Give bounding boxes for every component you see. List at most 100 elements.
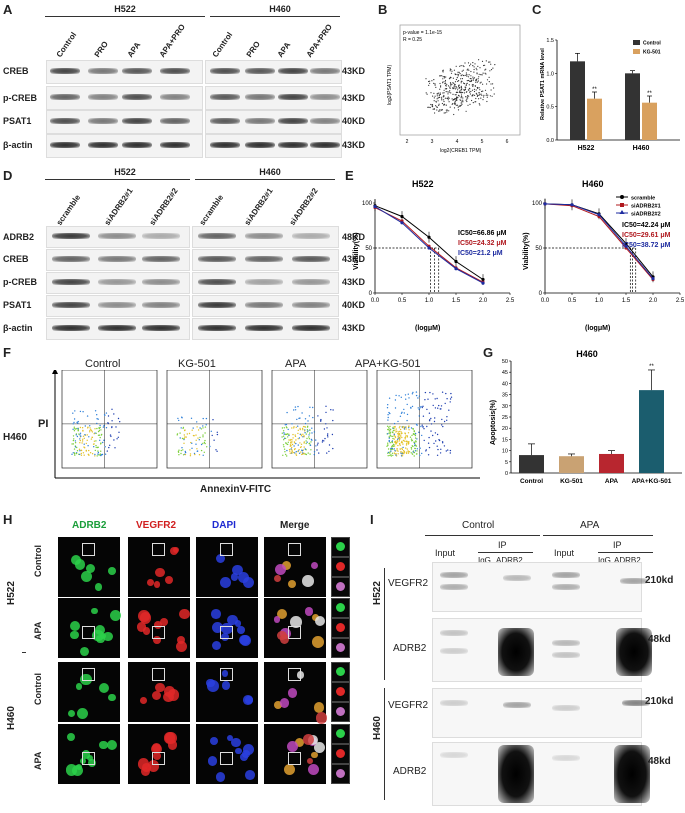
scatter-point xyxy=(435,100,437,102)
flow-event xyxy=(191,429,193,431)
flow-event xyxy=(309,444,312,446)
flow-event xyxy=(113,439,115,441)
cell-spot xyxy=(215,772,226,782)
scatter-point xyxy=(448,91,450,93)
flow-event xyxy=(312,416,314,419)
scatter-point xyxy=(431,104,433,106)
scatter-point xyxy=(486,83,488,85)
flow-event xyxy=(328,450,330,453)
flow-event xyxy=(386,407,389,409)
scatter-point xyxy=(462,101,464,103)
inset-cell xyxy=(336,603,345,612)
flow-event xyxy=(79,410,82,413)
flow-event xyxy=(297,438,299,440)
tick-label: 100 xyxy=(532,201,543,207)
scatter-point xyxy=(444,97,446,99)
flow-event xyxy=(79,434,81,436)
flow-event xyxy=(405,428,407,430)
scatter-point xyxy=(492,67,494,69)
flow-event xyxy=(75,427,77,430)
flow-event xyxy=(449,398,452,400)
flow-event xyxy=(305,440,307,442)
cell-spot xyxy=(234,620,242,627)
tick-label: 1.0 xyxy=(425,298,434,304)
flow-event xyxy=(96,422,98,425)
flow-event xyxy=(294,406,297,408)
flow-event xyxy=(72,423,74,425)
scatter-point xyxy=(459,90,461,92)
flow-event xyxy=(186,433,188,435)
flow-event xyxy=(388,430,390,432)
scatter-point xyxy=(438,96,441,98)
scatter-point xyxy=(433,92,435,94)
flow-event xyxy=(427,398,429,400)
flow-event xyxy=(215,449,217,451)
flow-event xyxy=(397,441,399,443)
flow-event xyxy=(73,430,76,432)
flow-event xyxy=(412,433,415,435)
scatter-point xyxy=(457,80,459,82)
igg-label: IgG xyxy=(478,556,491,565)
scatter-point xyxy=(472,79,474,81)
flow-event xyxy=(85,449,87,452)
flow-event xyxy=(107,422,109,424)
flow-event xyxy=(107,415,110,417)
flow-event xyxy=(96,427,98,430)
legend-entry: Control xyxy=(643,41,661,47)
flow-event xyxy=(416,453,418,455)
flow-event xyxy=(321,441,324,443)
scatter-point xyxy=(485,73,487,75)
flow-event xyxy=(74,410,76,412)
flow-event xyxy=(437,407,439,409)
blot-band xyxy=(245,325,283,331)
panel-letter-b: B xyxy=(378,2,388,17)
blot-band xyxy=(310,118,340,124)
scatter-point xyxy=(443,89,445,91)
flow-event xyxy=(288,448,291,451)
cell-spot xyxy=(242,577,254,589)
scatter-point xyxy=(454,84,456,86)
flow-event xyxy=(401,436,403,439)
channel-label: ADRB2 xyxy=(72,520,107,531)
flow-event xyxy=(290,448,292,450)
cell-spot xyxy=(79,646,89,656)
scatter-point xyxy=(477,94,479,96)
flow-event xyxy=(202,454,204,456)
flow-event xyxy=(392,426,394,429)
flow-event xyxy=(289,452,291,454)
flow-event xyxy=(90,428,92,431)
data-point xyxy=(454,267,458,271)
tick-label: 35 xyxy=(502,393,508,399)
flow-event xyxy=(393,452,396,454)
scatter-point xyxy=(425,92,427,94)
flow-event xyxy=(84,434,86,436)
scatter-point xyxy=(486,96,488,98)
scatter-point xyxy=(477,65,479,67)
flow-event xyxy=(80,452,82,455)
cell-spot xyxy=(303,734,314,745)
flow-event xyxy=(189,449,191,451)
scatter-point xyxy=(476,95,478,97)
blot-band xyxy=(210,118,240,124)
flow-event xyxy=(399,448,401,450)
flow-event xyxy=(95,432,97,434)
flow-event xyxy=(415,391,418,393)
blot-band xyxy=(292,233,330,239)
flow-plot-frame xyxy=(61,370,158,469)
flow-event xyxy=(440,448,442,450)
scatter-point xyxy=(485,68,487,70)
scatter-point xyxy=(460,102,462,104)
flow-event xyxy=(436,445,438,447)
flow-event xyxy=(397,420,399,423)
flow-event xyxy=(203,451,205,453)
flow-event xyxy=(212,419,214,421)
cell-spot xyxy=(79,673,92,686)
cell-spot xyxy=(80,570,92,583)
flow-event xyxy=(401,441,403,444)
flow-event xyxy=(395,428,397,430)
scatter-point xyxy=(466,74,468,76)
scatter-point xyxy=(438,104,440,106)
flow-event xyxy=(283,437,286,439)
flow-event xyxy=(398,440,400,442)
kd-label: 48kd xyxy=(648,634,671,645)
